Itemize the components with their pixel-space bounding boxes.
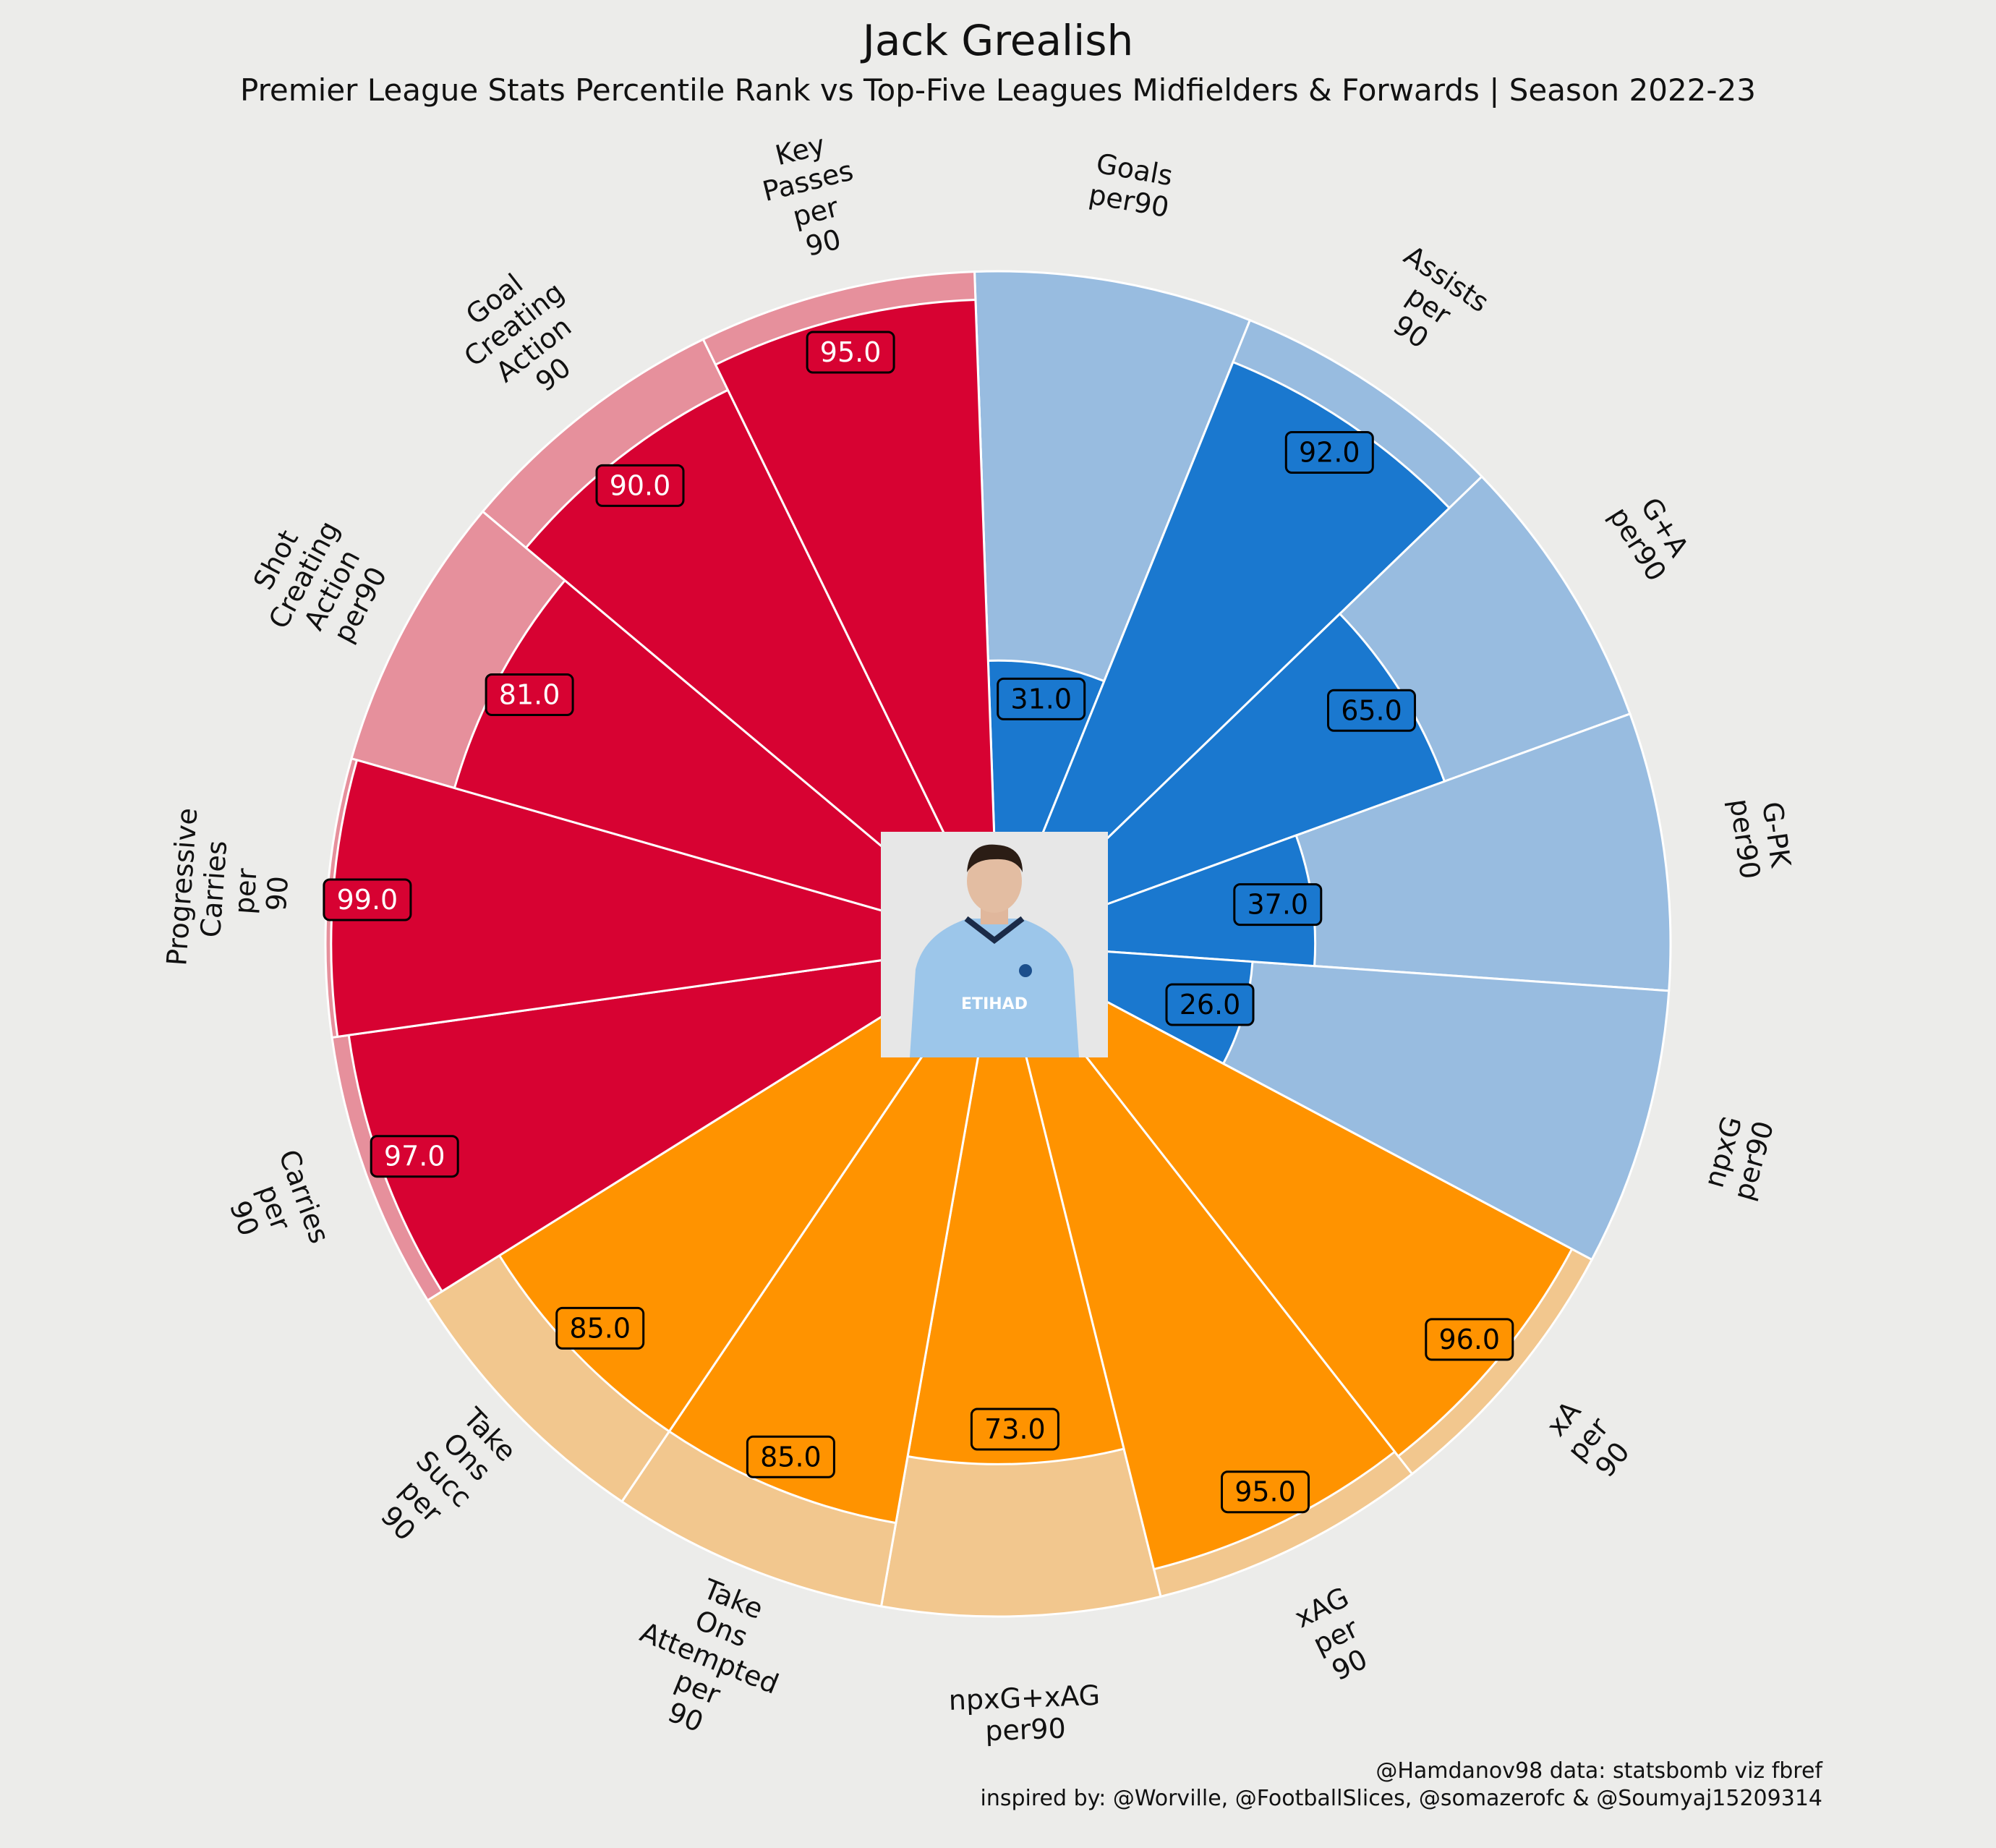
chart-title: Jack Grealish (862, 16, 1134, 65)
value-label-box (970, 1408, 1059, 1451)
category-label: TakeOnsSuccper90 (364, 1400, 524, 1558)
value-label-text: 85.0 (569, 1312, 631, 1344)
category-label-line: per90 (984, 1712, 1066, 1747)
value-label-text: 81.0 (499, 679, 560, 711)
bar (997, 943, 1396, 1571)
value-label-box (1233, 883, 1323, 927)
value-label: 31.0 (997, 677, 1086, 720)
value-label-box (1327, 689, 1416, 732)
value-label: 85.0 (555, 1306, 645, 1350)
value-label: 90.0 (595, 464, 685, 507)
player-photo: ETIHAD (881, 832, 1108, 1057)
value-label: 97.0 (370, 1135, 459, 1178)
value-labels: 31.0 92.0 65.0 37.0 26.0 96.0 95.0 73.0 85.0 85.0… (323, 331, 1514, 1514)
category-label: xAGper90 (1289, 1581, 1381, 1692)
category-label-line: npxG+xAG (948, 1679, 1101, 1716)
value-label-box (746, 1435, 835, 1478)
category-label-line: Progressive (161, 807, 203, 967)
category-label: Goalsper90 (1086, 147, 1177, 223)
category-label: KeyPassesper90 (751, 124, 871, 270)
value-label: 85.0 (746, 1435, 835, 1478)
category-label-line: per (228, 867, 263, 915)
value-label: 73.0 (970, 1408, 1059, 1451)
value-label-box (485, 673, 574, 716)
value-label-box (1165, 983, 1255, 1026)
value-label-text: 73.0 (984, 1413, 1046, 1445)
value-label-box (595, 464, 685, 507)
value-label-text: 90.0 (610, 469, 671, 501)
category-label: GoalCreatingAction90 (438, 251, 609, 423)
value-label: 26.0 (1165, 983, 1255, 1026)
value-label-box (1221, 1470, 1310, 1514)
value-bars (330, 298, 1574, 1571)
value-label-box (323, 878, 412, 921)
value-label-text: 85.0 (760, 1441, 822, 1473)
category-label-line: 90 (260, 875, 294, 912)
category-label: Carriesper90 (213, 1146, 336, 1269)
value-label-box (555, 1306, 645, 1350)
bar (668, 943, 999, 1525)
value-label: 95.0 (806, 331, 895, 374)
credits: @Hamdanov98 data: statsbomb viz fbref in… (981, 1758, 1822, 1813)
value-label-text: 99.0 (337, 884, 398, 916)
value-label-box (370, 1135, 459, 1178)
value-label: 92.0 (1284, 431, 1374, 474)
category-label-line: Carries (195, 840, 233, 939)
bar (906, 943, 1125, 1465)
value-label: 65.0 (1327, 689, 1416, 732)
value-label-text: 31.0 (1010, 683, 1072, 715)
category-label: Assistsper90 (1362, 239, 1494, 371)
category-label: ProgressiveCarriesper90 (161, 807, 299, 974)
category-label: G-PKper90 (1723, 792, 1798, 881)
category-label: G+Aper90 (1603, 485, 1699, 587)
category-label: xAper90 (1537, 1391, 1639, 1487)
value-label-box (997, 677, 1086, 720)
svg-text:ETIHAD: ETIHAD (961, 995, 1028, 1013)
value-label-box (1425, 1318, 1514, 1361)
credits-line-1: @Hamdanov98 data: statsbomb viz fbref (1376, 1758, 1822, 1784)
category-label: TakeOnsAttemptedper90 (612, 1557, 807, 1760)
bar (524, 388, 999, 945)
value-label-text: 95.0 (1234, 1476, 1296, 1508)
value-label-text: 92.0 (1299, 437, 1360, 469)
value-label-box (1284, 431, 1374, 474)
value-label: 96.0 (1425, 1318, 1514, 1361)
value-label: 99.0 (323, 878, 412, 921)
value-label: 95.0 (1221, 1470, 1310, 1514)
category-label: ShotCreatingActionper90 (234, 501, 401, 663)
value-label-text: 26.0 (1180, 989, 1241, 1021)
credits-line-2: inspired by: @Worville, @FootballSlices,… (980, 1786, 1822, 1811)
value-label-box (806, 331, 895, 374)
value-label-text: 96.0 (1438, 1324, 1500, 1355)
value-label: 37.0 (1233, 883, 1323, 927)
bar (997, 360, 1451, 945)
value-label-text: 65.0 (1341, 694, 1402, 726)
value-label-text: 95.0 (820, 336, 882, 368)
category-label: npxG+xAGper90 (948, 1679, 1101, 1748)
value-label-text: 97.0 (384, 1141, 445, 1172)
value-label-text: 37.0 (1247, 889, 1308, 921)
chart-subtitle: Premier League Stats Percentile Rank vs … (239, 72, 1756, 108)
value-label: 81.0 (485, 673, 574, 716)
category-label: npxGper90 (1697, 1109, 1780, 1204)
bar (714, 298, 999, 945)
